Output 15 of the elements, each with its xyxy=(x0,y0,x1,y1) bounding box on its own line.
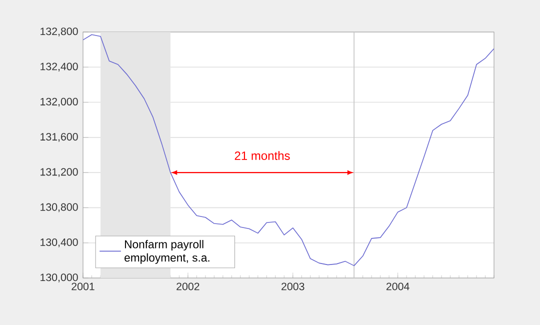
annotation: 21 months xyxy=(234,151,290,160)
y-tick-label: 131,600 xyxy=(40,133,78,142)
y-tick-label: 132,000 xyxy=(40,98,78,107)
y-tick-label: 132,800 xyxy=(40,28,78,36)
y-tick-label: 130,000 xyxy=(40,274,78,282)
y-tick-label: 132,400 xyxy=(40,62,78,72)
y-tick-label: 130,400 xyxy=(40,238,78,248)
x-tick-label: 2002 xyxy=(176,282,200,290)
y-tick-label: 131,200 xyxy=(40,168,78,177)
legend-label: Nonfarm payroll employment, s.a. xyxy=(124,240,210,264)
y-tick-label: 130,800 xyxy=(40,203,78,212)
x-tick-label: 2003 xyxy=(282,282,304,290)
x-tick-label: 2004 xyxy=(386,282,410,290)
x-tick-label: 2001 xyxy=(72,282,94,290)
line-series xyxy=(83,34,494,266)
